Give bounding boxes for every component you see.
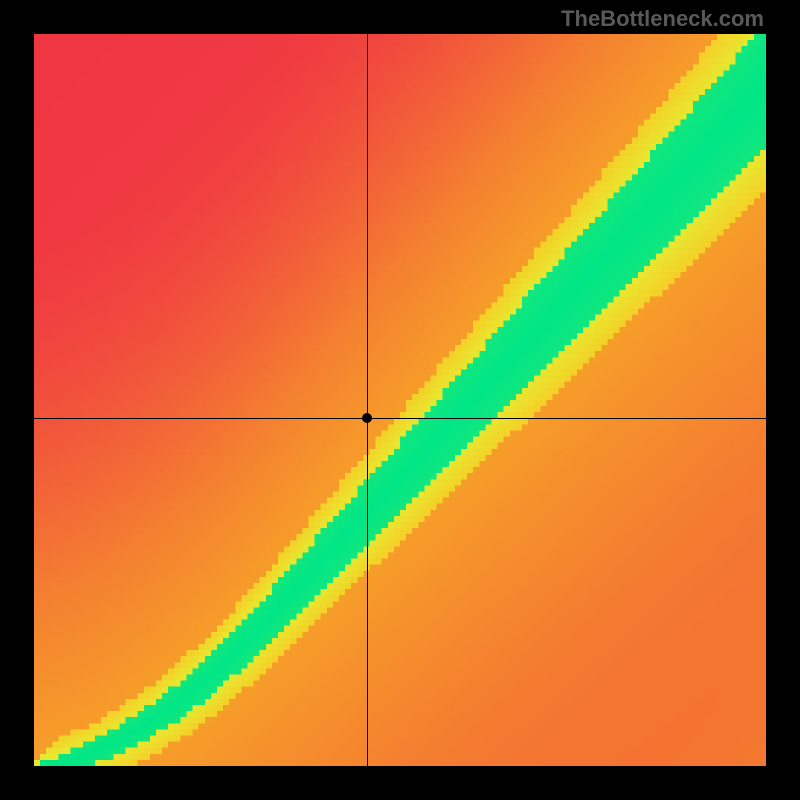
- crosshair-horizontal: [34, 418, 766, 419]
- crosshair-vertical: [367, 34, 368, 766]
- watermark-text: TheBottleneck.com: [561, 6, 764, 32]
- chart-container: { "watermark": { "text": "TheBottleneck.…: [0, 0, 800, 800]
- bottleneck-heatmap: [34, 34, 766, 766]
